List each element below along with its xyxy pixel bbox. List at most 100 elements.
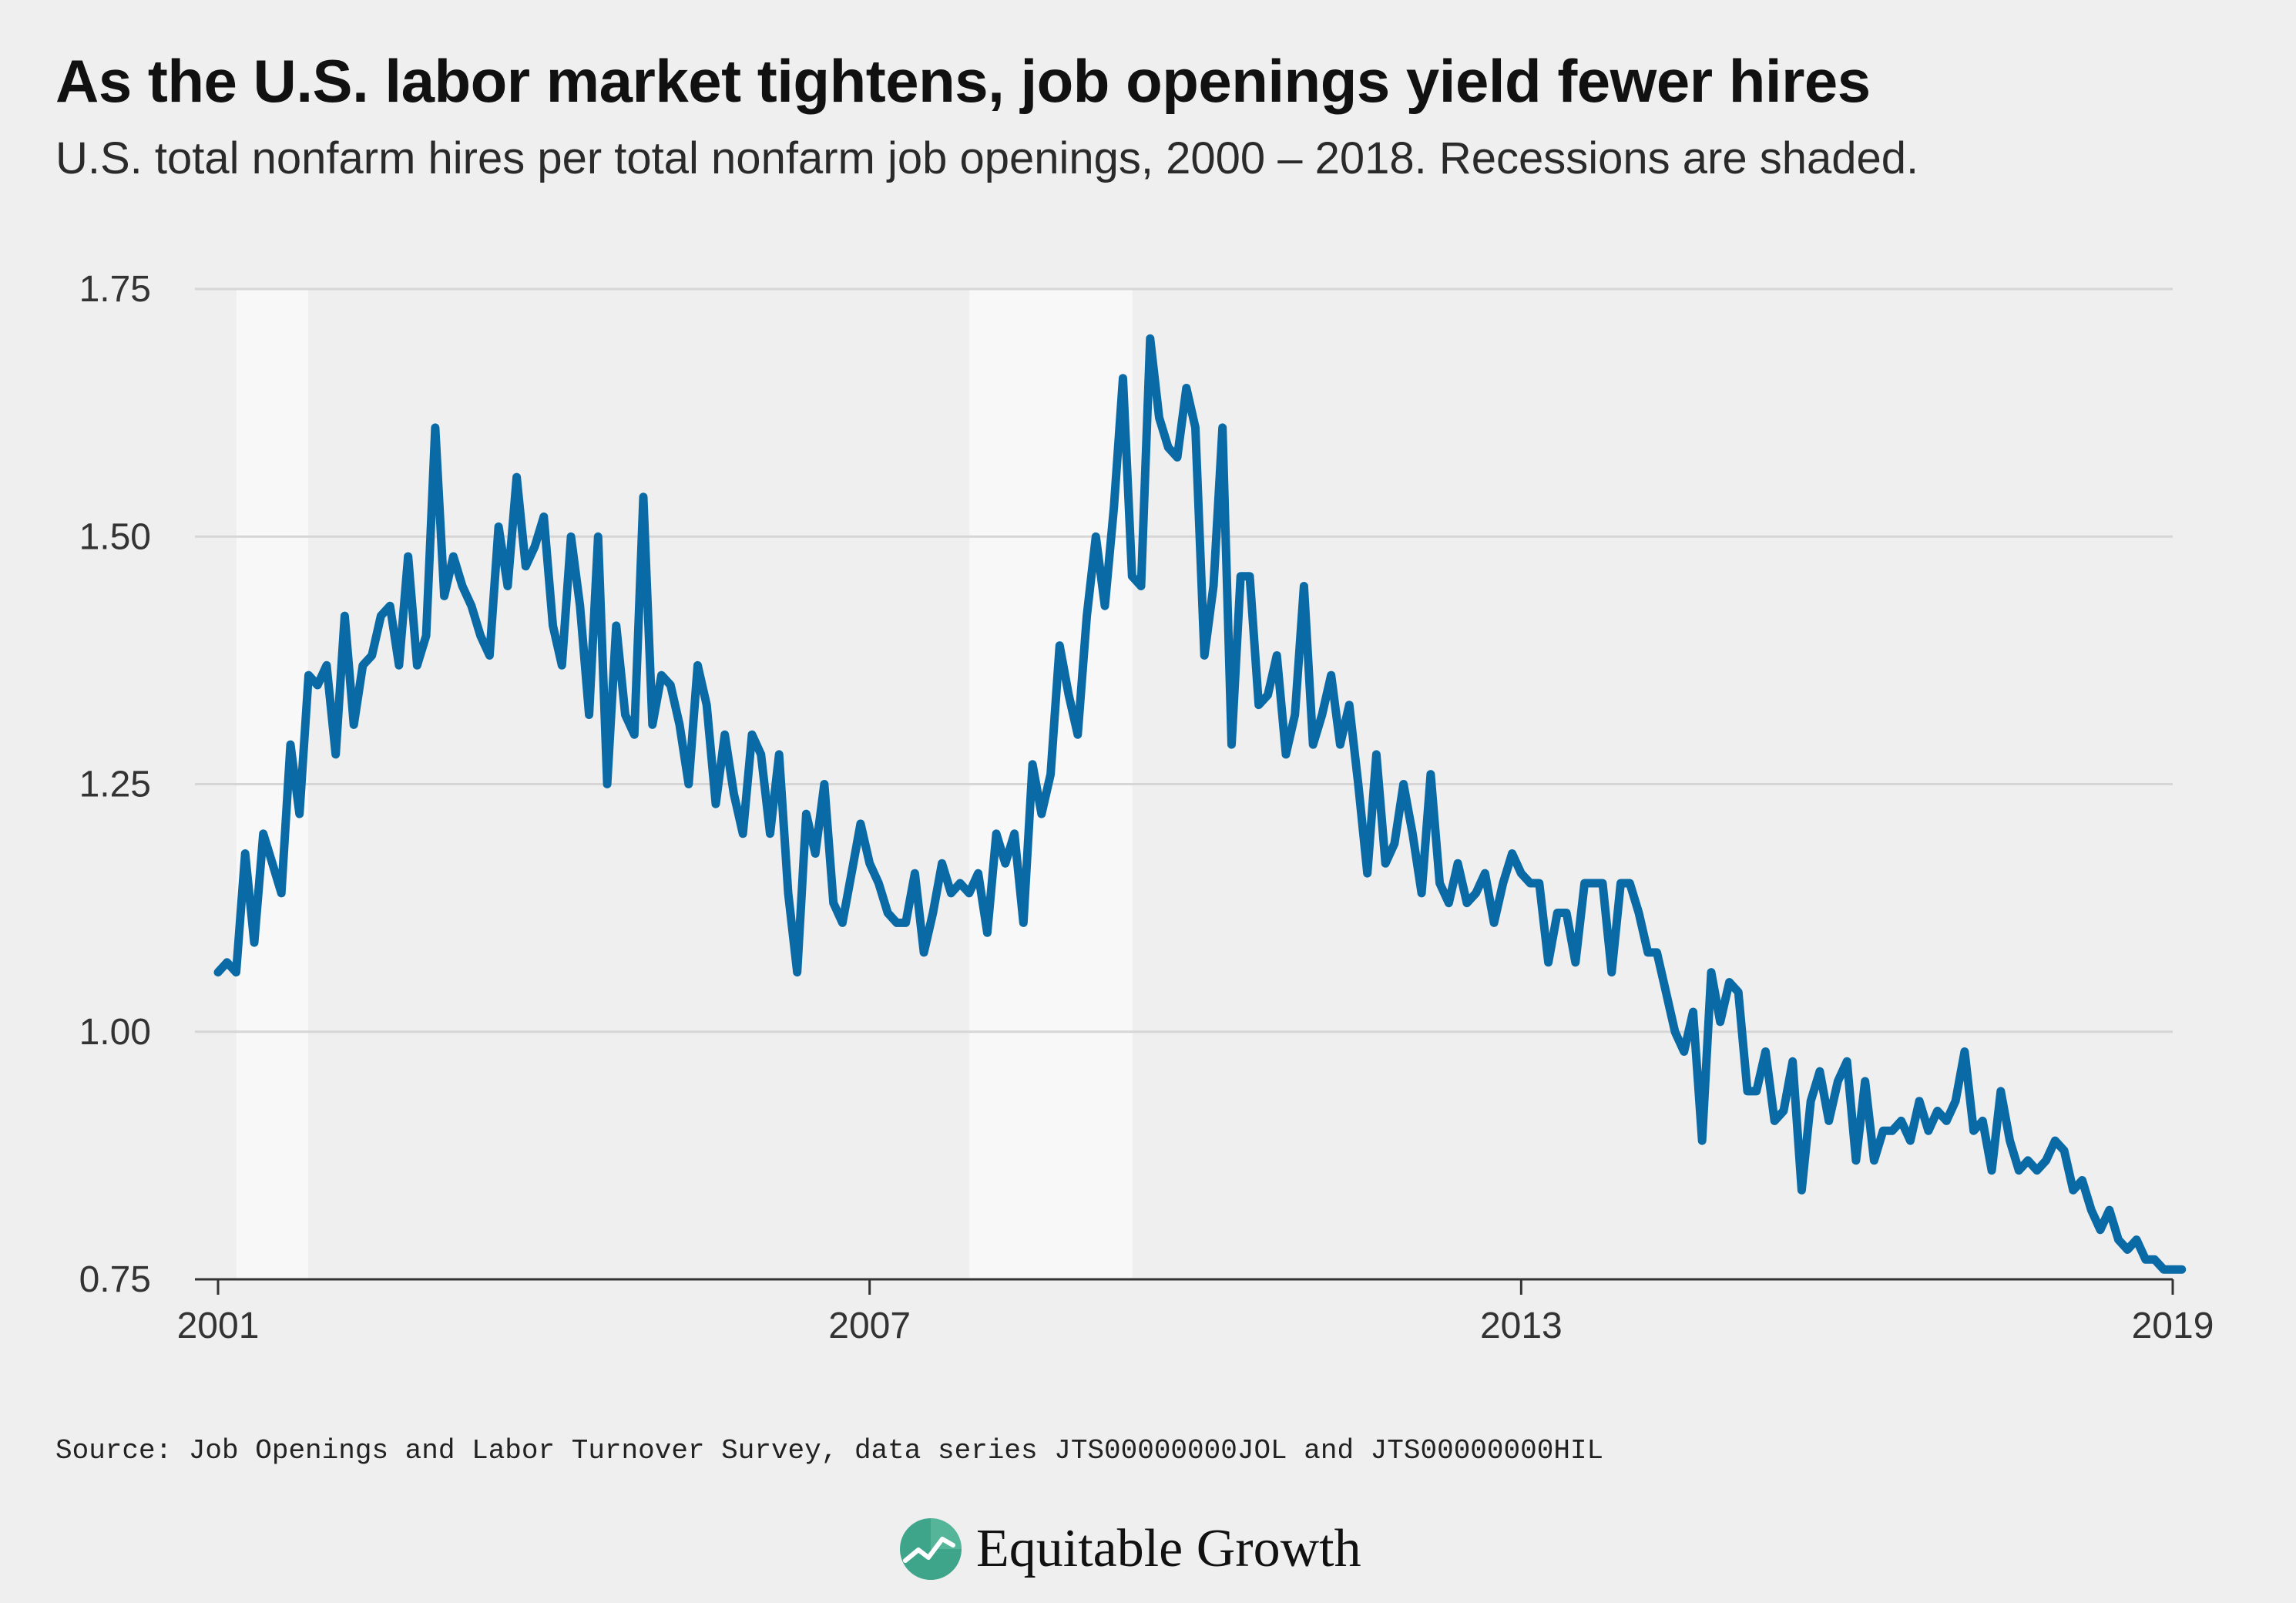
data-point [1392,842,1396,845]
data-point [1365,872,1369,875]
data-point [1012,832,1016,835]
data-point [243,852,247,855]
data-point [1637,911,1640,915]
series-line [213,334,2187,1274]
data-point [1845,1060,1849,1064]
data-point [533,545,537,549]
data-point [1754,1089,1758,1093]
data-point [1972,1129,1975,1133]
data-point [1157,416,1161,419]
data-point [1428,772,1432,776]
data-point [1058,644,1062,647]
data-point [289,743,292,747]
data-point [1103,604,1106,608]
data-point [1094,535,1098,539]
data-point [1519,872,1523,875]
x-axis: 2001 2007 2013 2019 [177,1278,2214,1346]
data-point [895,921,898,925]
data-point [1556,911,1559,915]
data-point [850,872,854,875]
data-point [2126,1248,2130,1252]
brand-name: Equitable Growth [976,1519,1361,1578]
data-point [1935,1109,1939,1113]
data-point [1727,980,1731,984]
chart-title: As the U.S. labor market tightens, job o… [55,47,1871,115]
data-point [1184,386,1188,390]
data-point [1348,703,1351,707]
data-point [1176,455,1179,459]
data-point [497,525,501,529]
data-point [551,623,555,627]
data-point [1863,1080,1867,1083]
data-point [515,476,519,479]
data-point [578,604,582,608]
data-point [2090,1208,2093,1212]
data-point [253,941,256,945]
data-point [234,970,238,974]
data-point [461,584,465,588]
data-point [1375,752,1378,756]
data-point [868,862,871,865]
data-point [261,832,265,835]
data-point [1818,1070,1821,1074]
data-point [1266,693,1270,697]
data-point [1537,882,1541,885]
data-point [1049,772,1052,776]
data-point [1836,1080,1840,1083]
data-point [324,664,328,667]
y-tick-label: 1.50 [79,516,151,557]
data-point [858,822,862,825]
equitable-growth-logo-icon [900,1518,962,1580]
data-point [1601,882,1604,885]
data-point [433,425,437,429]
data-point [2107,1208,2111,1212]
y-tick-label: 1.75 [79,269,151,310]
data-point [1483,872,1487,875]
data-point [1746,1089,1749,1093]
data-point [343,614,347,618]
data-point [2143,1258,2147,1262]
data-point [985,931,989,935]
line-chart: 2001 2007 2013 2019 0.75 1.00 1.25 1.50 1.75 [79,269,2214,1346]
data-point [1275,654,1279,657]
data-point [1619,882,1623,885]
data-point [1827,1119,1831,1123]
data-point [1592,882,1596,885]
data-point [596,535,600,539]
data-point [831,901,835,905]
data-point [1664,990,1668,994]
data-point [1130,574,1134,578]
data-point [379,614,383,618]
data-point [425,633,428,637]
data-point [1628,882,1632,885]
data-point [759,752,763,756]
data-point [352,723,356,727]
data-point [334,752,337,756]
data-point [714,802,717,806]
data-point [397,664,401,667]
data-point [787,891,790,895]
data-point [1691,1010,1695,1013]
data-point [777,752,781,756]
data-point [280,891,284,895]
data-point [316,684,320,687]
data-point [560,664,564,667]
data-point [2017,1168,2021,1172]
data-point [1908,1139,1912,1143]
data-point [2035,1168,2039,1172]
data-point [488,654,492,657]
data-point [1990,1168,1994,1172]
data-point [1338,743,1342,747]
data-point [623,713,627,717]
data-point [1565,911,1569,915]
data-point [1401,782,1405,786]
data-point [795,970,799,974]
data-point [1492,921,1496,925]
data-point [451,555,455,558]
data-point [814,852,817,855]
data-point [904,921,908,925]
data-point [1926,1129,1930,1133]
source-note: Source: Job Openings and Labor Turnover … [55,1435,1604,1467]
data-point [225,960,229,964]
data-point [1800,1188,1804,1192]
